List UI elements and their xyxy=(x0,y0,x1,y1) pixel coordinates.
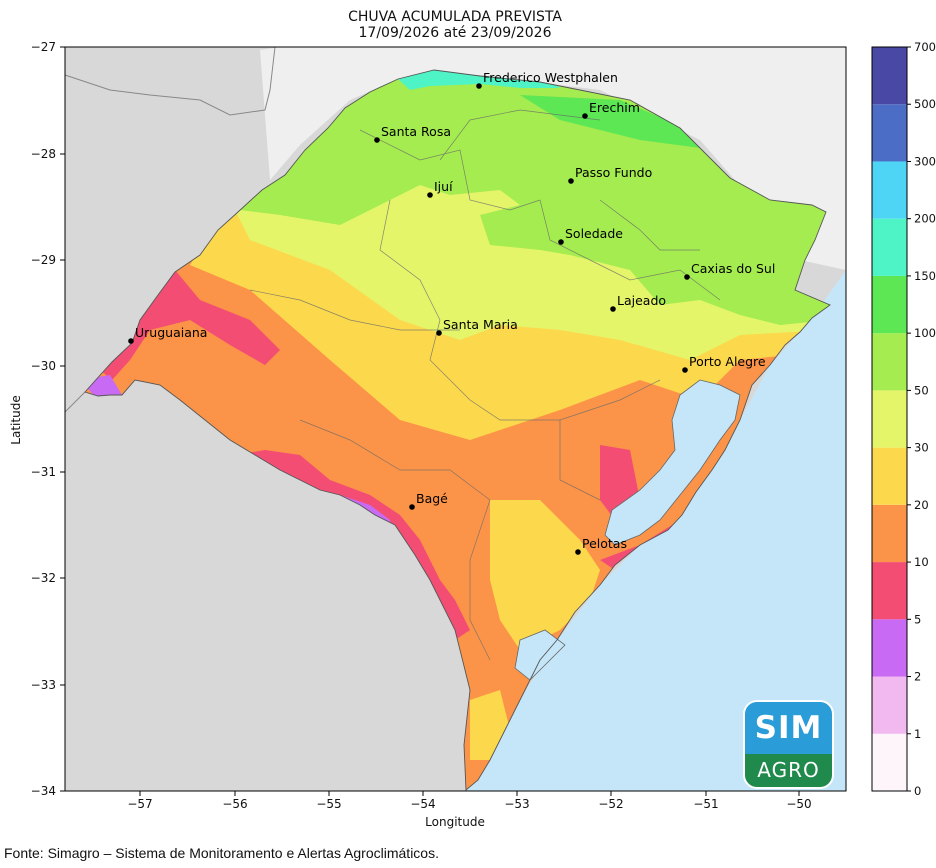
colorbar-segment xyxy=(872,161,907,219)
x-tick-label: −54 xyxy=(410,797,435,811)
city-label: Santa Rosa xyxy=(381,124,451,139)
y-axis-label: Latitude xyxy=(9,395,23,444)
plot-frame xyxy=(64,46,847,792)
city-label: Passo Fundo xyxy=(575,165,652,180)
city-label: Frederico Westphalen xyxy=(483,70,618,85)
city-dot xyxy=(568,178,574,184)
city-dot xyxy=(409,504,415,510)
northern-land xyxy=(260,47,846,270)
colorbar-segment xyxy=(872,619,907,677)
source-footer: Fonte: Simagro – Sistema de Monitorament… xyxy=(4,845,439,861)
city-dot xyxy=(427,192,433,198)
colorbar-segment xyxy=(872,733,907,791)
colorbar-segment xyxy=(872,504,907,563)
logo-top-text: SIM xyxy=(745,702,832,754)
logo-bottom-text: AGRO xyxy=(745,754,832,787)
colorbar-tick-label: 100 xyxy=(914,326,936,340)
y-tick-label: −34 xyxy=(31,784,56,798)
y-tick-label: −27 xyxy=(31,40,56,54)
city-label: Erechim xyxy=(589,100,640,115)
city-dot xyxy=(582,113,588,119)
city-dot xyxy=(575,549,581,555)
colorbar-tick-label: 10 xyxy=(914,555,929,569)
city-label: Bagé xyxy=(416,491,448,506)
regional-boundaries xyxy=(249,109,721,661)
city-label: Santa Maria xyxy=(443,317,518,332)
y-tick-label: −31 xyxy=(31,465,56,479)
country-borders xyxy=(64,46,276,413)
x-tick-label: −50 xyxy=(786,797,811,811)
map-plot-area xyxy=(64,46,846,791)
colorbar-segment xyxy=(872,333,907,391)
lagoa-dos-patos xyxy=(604,379,741,546)
map-subtitle: 17/09/2026 até 23/09/2026 xyxy=(358,25,552,41)
colorbar-tick-label: 500 xyxy=(914,97,936,111)
city-dot xyxy=(682,367,688,373)
city-dot xyxy=(436,330,442,336)
colorbar-segment xyxy=(872,447,907,505)
city-dot xyxy=(684,274,690,280)
y-tick-label: −33 xyxy=(31,678,56,692)
lagoa-mirim xyxy=(514,629,566,681)
city-label: Caxias do Sul xyxy=(691,261,775,276)
colorbar-segment xyxy=(872,562,907,620)
colorbar-tick-label: 20 xyxy=(914,498,929,512)
colorbar-tick-label: 50 xyxy=(914,383,929,397)
y-tick-label: −28 xyxy=(31,147,56,161)
colorbar-tick-label: 300 xyxy=(914,154,936,168)
colorbar-tick-label: 0 xyxy=(914,784,921,798)
colorbar-segment xyxy=(872,104,907,162)
x-tick-label: −51 xyxy=(693,797,718,811)
city-label: Pelotas xyxy=(582,536,627,551)
x-tick-label: −56 xyxy=(222,797,247,811)
axis-ticks: −57 −56 −55 −54 −53 −52 −51 −50 −27 −28 −29 −30 −31 −… xyxy=(31,40,812,811)
colorbar-segment xyxy=(872,390,907,448)
x-tick-label: −57 xyxy=(127,797,152,811)
colorbar: 0 1 2 5 10 20 30 50 100 150 200 300 500 700 xyxy=(871,40,936,798)
colorbar-tick-label: 200 xyxy=(914,212,936,226)
city-dot xyxy=(128,338,134,344)
city-markers: Frederico Westphalen Erechim Santa Rosa Pas… xyxy=(128,70,775,555)
city-dot xyxy=(476,83,482,89)
colorbar-tick-label: 2 xyxy=(914,670,921,684)
y-tick-label: −30 xyxy=(31,359,56,373)
city-dot xyxy=(610,306,616,312)
city-label: Ijuí xyxy=(434,179,453,194)
colorbar-frame xyxy=(871,46,908,792)
x-axis-label: Longitude xyxy=(425,815,485,829)
colorbar-tick-label: 150 xyxy=(914,269,936,283)
y-tick-label: −32 xyxy=(31,571,56,585)
map-title: CHUVA ACUMULADA PREVISTA xyxy=(348,9,562,25)
colorbar-segment xyxy=(872,676,907,734)
colorbar-segment xyxy=(872,218,907,276)
city-label: Porto Alegre xyxy=(689,354,766,369)
simagro-logo: SIM AGRO xyxy=(745,702,832,787)
y-tick-label: −29 xyxy=(31,253,56,267)
colorbar-tick-label: 5 xyxy=(914,612,921,626)
colorbar-segment xyxy=(872,275,907,334)
city-label: Uruguaiana xyxy=(135,325,207,340)
colorbar-tick-label: 30 xyxy=(914,441,929,455)
city-label: Lajeado xyxy=(617,293,666,308)
colorbar-segment xyxy=(872,47,907,105)
city-dot xyxy=(558,239,564,245)
colorbar-tick-label: 700 xyxy=(914,40,936,54)
x-tick-label: −52 xyxy=(598,797,623,811)
city-label: Soledade xyxy=(565,226,623,241)
x-tick-label: −55 xyxy=(316,797,341,811)
city-dot xyxy=(374,137,380,143)
colorbar-tick-label: 1 xyxy=(914,727,921,741)
x-tick-label: −53 xyxy=(504,797,529,811)
